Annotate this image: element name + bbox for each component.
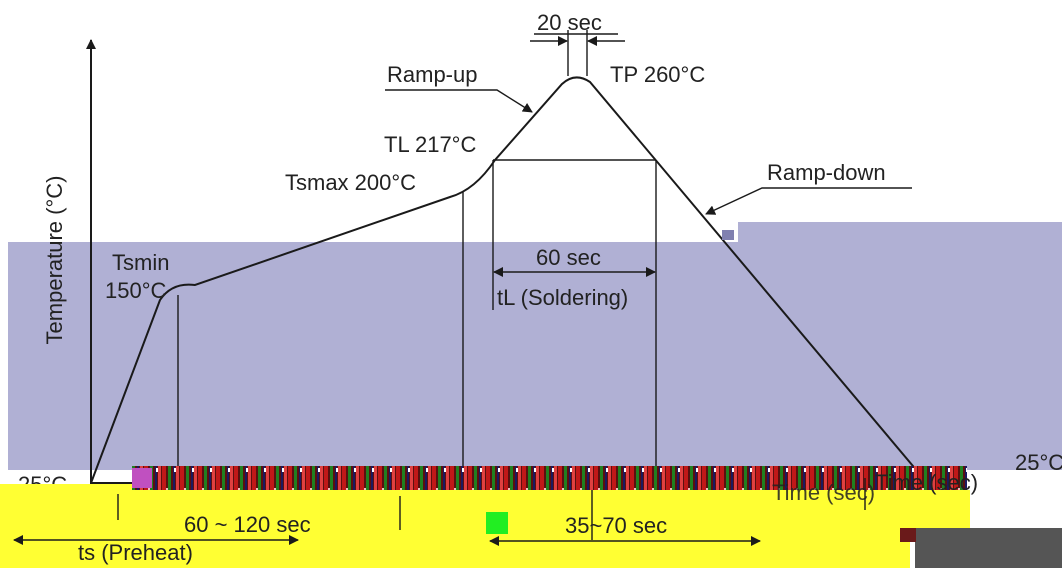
- tsmax-label: Tsmax 200°C: [285, 170, 416, 195]
- ramp-up-leader: [385, 89, 533, 113]
- preheat-label: ts (Preheat): [78, 540, 193, 565]
- ramp-up-label: Ramp-up: [387, 62, 477, 87]
- base-temp-label-right: 25°C: [1015, 450, 1062, 475]
- dark-patch-accent: [900, 528, 916, 542]
- noise-strip-magenta: [132, 468, 152, 488]
- tsmin-label-line2: 150°C: [105, 278, 167, 303]
- preheat-time-label: 60 ~ 120 sec: [184, 512, 311, 537]
- y-axis-label: Temperature (°C): [42, 176, 67, 345]
- tsmin-label-line1: Tsmin: [112, 250, 169, 275]
- tp-label: TP 260°C: [610, 62, 705, 87]
- glitch-patch: [722, 230, 734, 240]
- x-axis-label: Time (sec): [875, 470, 978, 495]
- profile-curve: [90, 76, 919, 484]
- ramp-down-leader: [705, 187, 912, 215]
- tl-time-label: 60 sec: [536, 245, 601, 270]
- x-axis-label-ghost: Time (sec): [772, 480, 875, 505]
- dark-patch: [915, 528, 1062, 568]
- total-time-label: 35~70 sec: [565, 513, 667, 538]
- yellow-band-right: [910, 490, 970, 530]
- noise-strip: [132, 466, 967, 492]
- yellow-band: [0, 490, 910, 568]
- peak-dwell-label: 20 sec: [537, 10, 602, 35]
- soldering-label: tL (Soldering): [497, 285, 628, 310]
- green-patch: [486, 512, 508, 534]
- overlay-band: [8, 242, 1062, 470]
- ramp-down-label: Ramp-down: [767, 160, 886, 185]
- overlay-band-upper: [738, 222, 1062, 244]
- yellow-band-left-top: [0, 484, 132, 492]
- tl-label: TL 217°C: [384, 132, 476, 157]
